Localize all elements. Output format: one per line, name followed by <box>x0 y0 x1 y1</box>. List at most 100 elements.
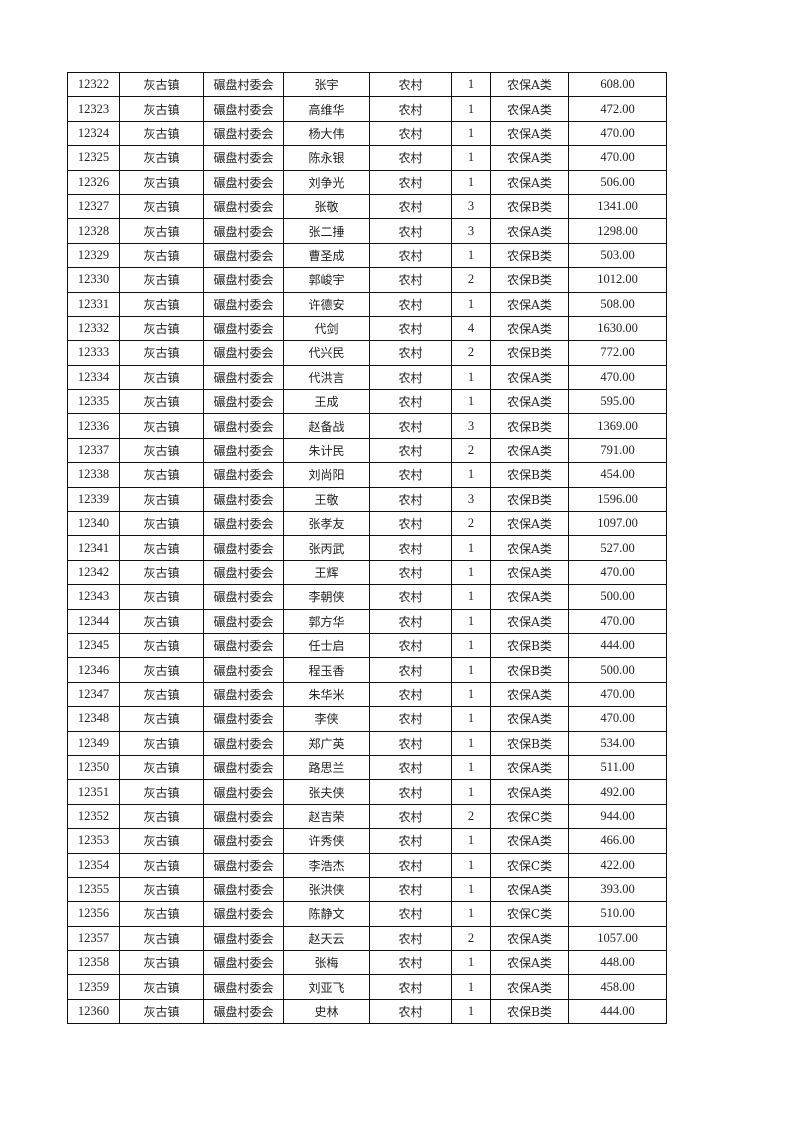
town-cell: 灰古镇 <box>119 169 204 195</box>
household-count-cell: 2 <box>451 511 491 537</box>
insurance-category-cell: 农保A类 <box>490 389 569 415</box>
table-row: 12337 灰古镇 碾盘村委会 朱计民 农村 2 农保A类 791.00 <box>67 437 667 464</box>
town-cell: 灰古镇 <box>119 291 204 317</box>
amount-cell: 595.00 <box>568 389 667 415</box>
insurance-category-cell: 农保A类 <box>490 437 569 464</box>
record-id-cell: 12344 <box>67 608 120 634</box>
household-count-cell: 1 <box>451 120 491 147</box>
household-count-cell: 2 <box>451 340 491 366</box>
record-id-cell: 12329 <box>67 242 120 269</box>
person-name-cell: 郭峻宇 <box>283 267 370 293</box>
amount-cell: 454.00 <box>568 462 667 488</box>
record-id-cell: 12357 <box>67 925 120 952</box>
table-row: 12325 灰古镇 碾盘村委会 陈永银 农村 1 农保A类 470.00 <box>67 145 667 171</box>
amount-cell: 791.00 <box>568 437 667 464</box>
person-name-cell: 路思兰 <box>283 754 370 781</box>
village-committee-cell: 碾盘村委会 <box>203 901 284 927</box>
table-row: 12341 灰古镇 碾盘村委会 张丙武 农村 1 农保A类 527.00 <box>67 535 667 561</box>
amount-cell: 511.00 <box>568 754 667 781</box>
town-cell: 灰古镇 <box>119 486 204 513</box>
town-cell: 灰古镇 <box>119 657 204 683</box>
table-row: 12350 灰古镇 碾盘村委会 路思兰 农村 1 农保A类 511.00 <box>67 754 667 781</box>
village-committee-cell: 碾盘村委会 <box>203 291 284 317</box>
table-row: 12342 灰古镇 碾盘村委会 王辉 农村 1 农保A类 470.00 <box>67 559 667 586</box>
village-committee-cell: 碾盘村委会 <box>203 242 284 269</box>
village-committee-cell: 碾盘村委会 <box>203 193 284 220</box>
area-type-cell: 农村 <box>369 998 452 1025</box>
village-committee-cell: 碾盘村委会 <box>203 437 284 464</box>
record-id-cell: 12359 <box>67 974 120 1000</box>
amount-cell: 458.00 <box>568 974 667 1000</box>
person-name-cell: 李浩杰 <box>283 852 370 878</box>
village-committee-cell: 碾盘村委会 <box>203 145 284 171</box>
insurance-category-cell: 农保B类 <box>490 657 569 683</box>
amount-cell: 944.00 <box>568 803 667 830</box>
household-count-cell: 1 <box>451 950 491 976</box>
amount-cell: 444.00 <box>568 998 667 1025</box>
town-cell: 灰古镇 <box>119 632 204 659</box>
table-row: 12327 灰古镇 碾盘村委会 张敬 农村 3 农保B类 1341.00 <box>67 193 667 220</box>
village-committee-cell: 碾盘村委会 <box>203 998 284 1025</box>
area-type-cell: 农村 <box>369 437 452 464</box>
amount-cell: 534.00 <box>568 730 667 756</box>
insurance-category-cell: 农保A类 <box>490 706 569 732</box>
area-type-cell: 农村 <box>369 462 452 488</box>
village-committee-cell: 碾盘村委会 <box>203 267 284 293</box>
insurance-category-cell: 农保A类 <box>490 535 569 561</box>
area-type-cell: 农村 <box>369 193 452 220</box>
town-cell: 灰古镇 <box>119 730 204 756</box>
person-name-cell: 曹圣成 <box>283 242 370 269</box>
amount-cell: 470.00 <box>568 120 667 147</box>
household-count-cell: 3 <box>451 193 491 220</box>
person-name-cell: 张宇 <box>283 71 370 98</box>
person-name-cell: 代兴民 <box>283 340 370 366</box>
area-type-cell: 农村 <box>369 754 452 781</box>
village-committee-cell: 碾盘村委会 <box>203 96 284 122</box>
insurance-category-cell: 农保B类 <box>490 998 569 1025</box>
amount-cell: 608.00 <box>568 71 667 98</box>
village-committee-cell: 碾盘村委会 <box>203 681 284 708</box>
amount-cell: 470.00 <box>568 706 667 732</box>
amount-cell: 500.00 <box>568 657 667 683</box>
insurance-category-cell: 农保A类 <box>490 950 569 976</box>
record-id-cell: 12328 <box>67 218 120 244</box>
table-row: 12331 灰古镇 碾盘村委会 许德安 农村 1 农保A类 508.00 <box>67 291 667 317</box>
amount-cell: 508.00 <box>568 291 667 317</box>
household-count-cell: 1 <box>451 535 491 561</box>
area-type-cell: 农村 <box>369 218 452 244</box>
town-cell: 灰古镇 <box>119 267 204 293</box>
insurance-category-cell: 农保A类 <box>490 120 569 147</box>
village-committee-cell: 碾盘村委会 <box>203 169 284 195</box>
table-row: 12343 灰古镇 碾盘村委会 李朝侠 农村 1 农保A类 500.00 <box>67 584 667 610</box>
table-row: 12332 灰古镇 碾盘村委会 代剑 农村 4 农保A类 1630.00 <box>67 315 667 342</box>
area-type-cell: 农村 <box>369 96 452 122</box>
town-cell: 灰古镇 <box>119 559 204 586</box>
record-id-cell: 12331 <box>67 291 120 317</box>
record-id-cell: 12355 <box>67 876 120 903</box>
town-cell: 灰古镇 <box>119 193 204 220</box>
household-count-cell: 1 <box>451 657 491 683</box>
record-id-cell: 12342 <box>67 559 120 586</box>
insurance-category-cell: 农保A类 <box>490 754 569 781</box>
amount-cell: 506.00 <box>568 169 667 195</box>
town-cell: 灰古镇 <box>119 389 204 415</box>
household-count-cell: 1 <box>451 730 491 756</box>
person-name-cell: 许秀侠 <box>283 828 370 854</box>
town-cell: 灰古镇 <box>119 437 204 464</box>
insurance-category-cell: 农保A类 <box>490 364 569 391</box>
area-type-cell: 农村 <box>369 511 452 537</box>
area-type-cell: 农村 <box>369 950 452 976</box>
person-name-cell: 赵备战 <box>283 413 370 439</box>
town-cell: 灰古镇 <box>119 145 204 171</box>
insurance-category-cell: 农保B类 <box>490 267 569 293</box>
village-committee-cell: 碾盘村委会 <box>203 632 284 659</box>
area-type-cell: 农村 <box>369 657 452 683</box>
town-cell: 灰古镇 <box>119 462 204 488</box>
area-type-cell: 农村 <box>369 706 452 732</box>
amount-cell: 422.00 <box>568 852 667 878</box>
village-committee-cell: 碾盘村委会 <box>203 608 284 634</box>
record-id-cell: 12341 <box>67 535 120 561</box>
town-cell: 灰古镇 <box>119 828 204 854</box>
household-count-cell: 1 <box>451 998 491 1025</box>
table-row: 12338 灰古镇 碾盘村委会 刘尚阳 农村 1 农保B类 454.00 <box>67 462 667 488</box>
